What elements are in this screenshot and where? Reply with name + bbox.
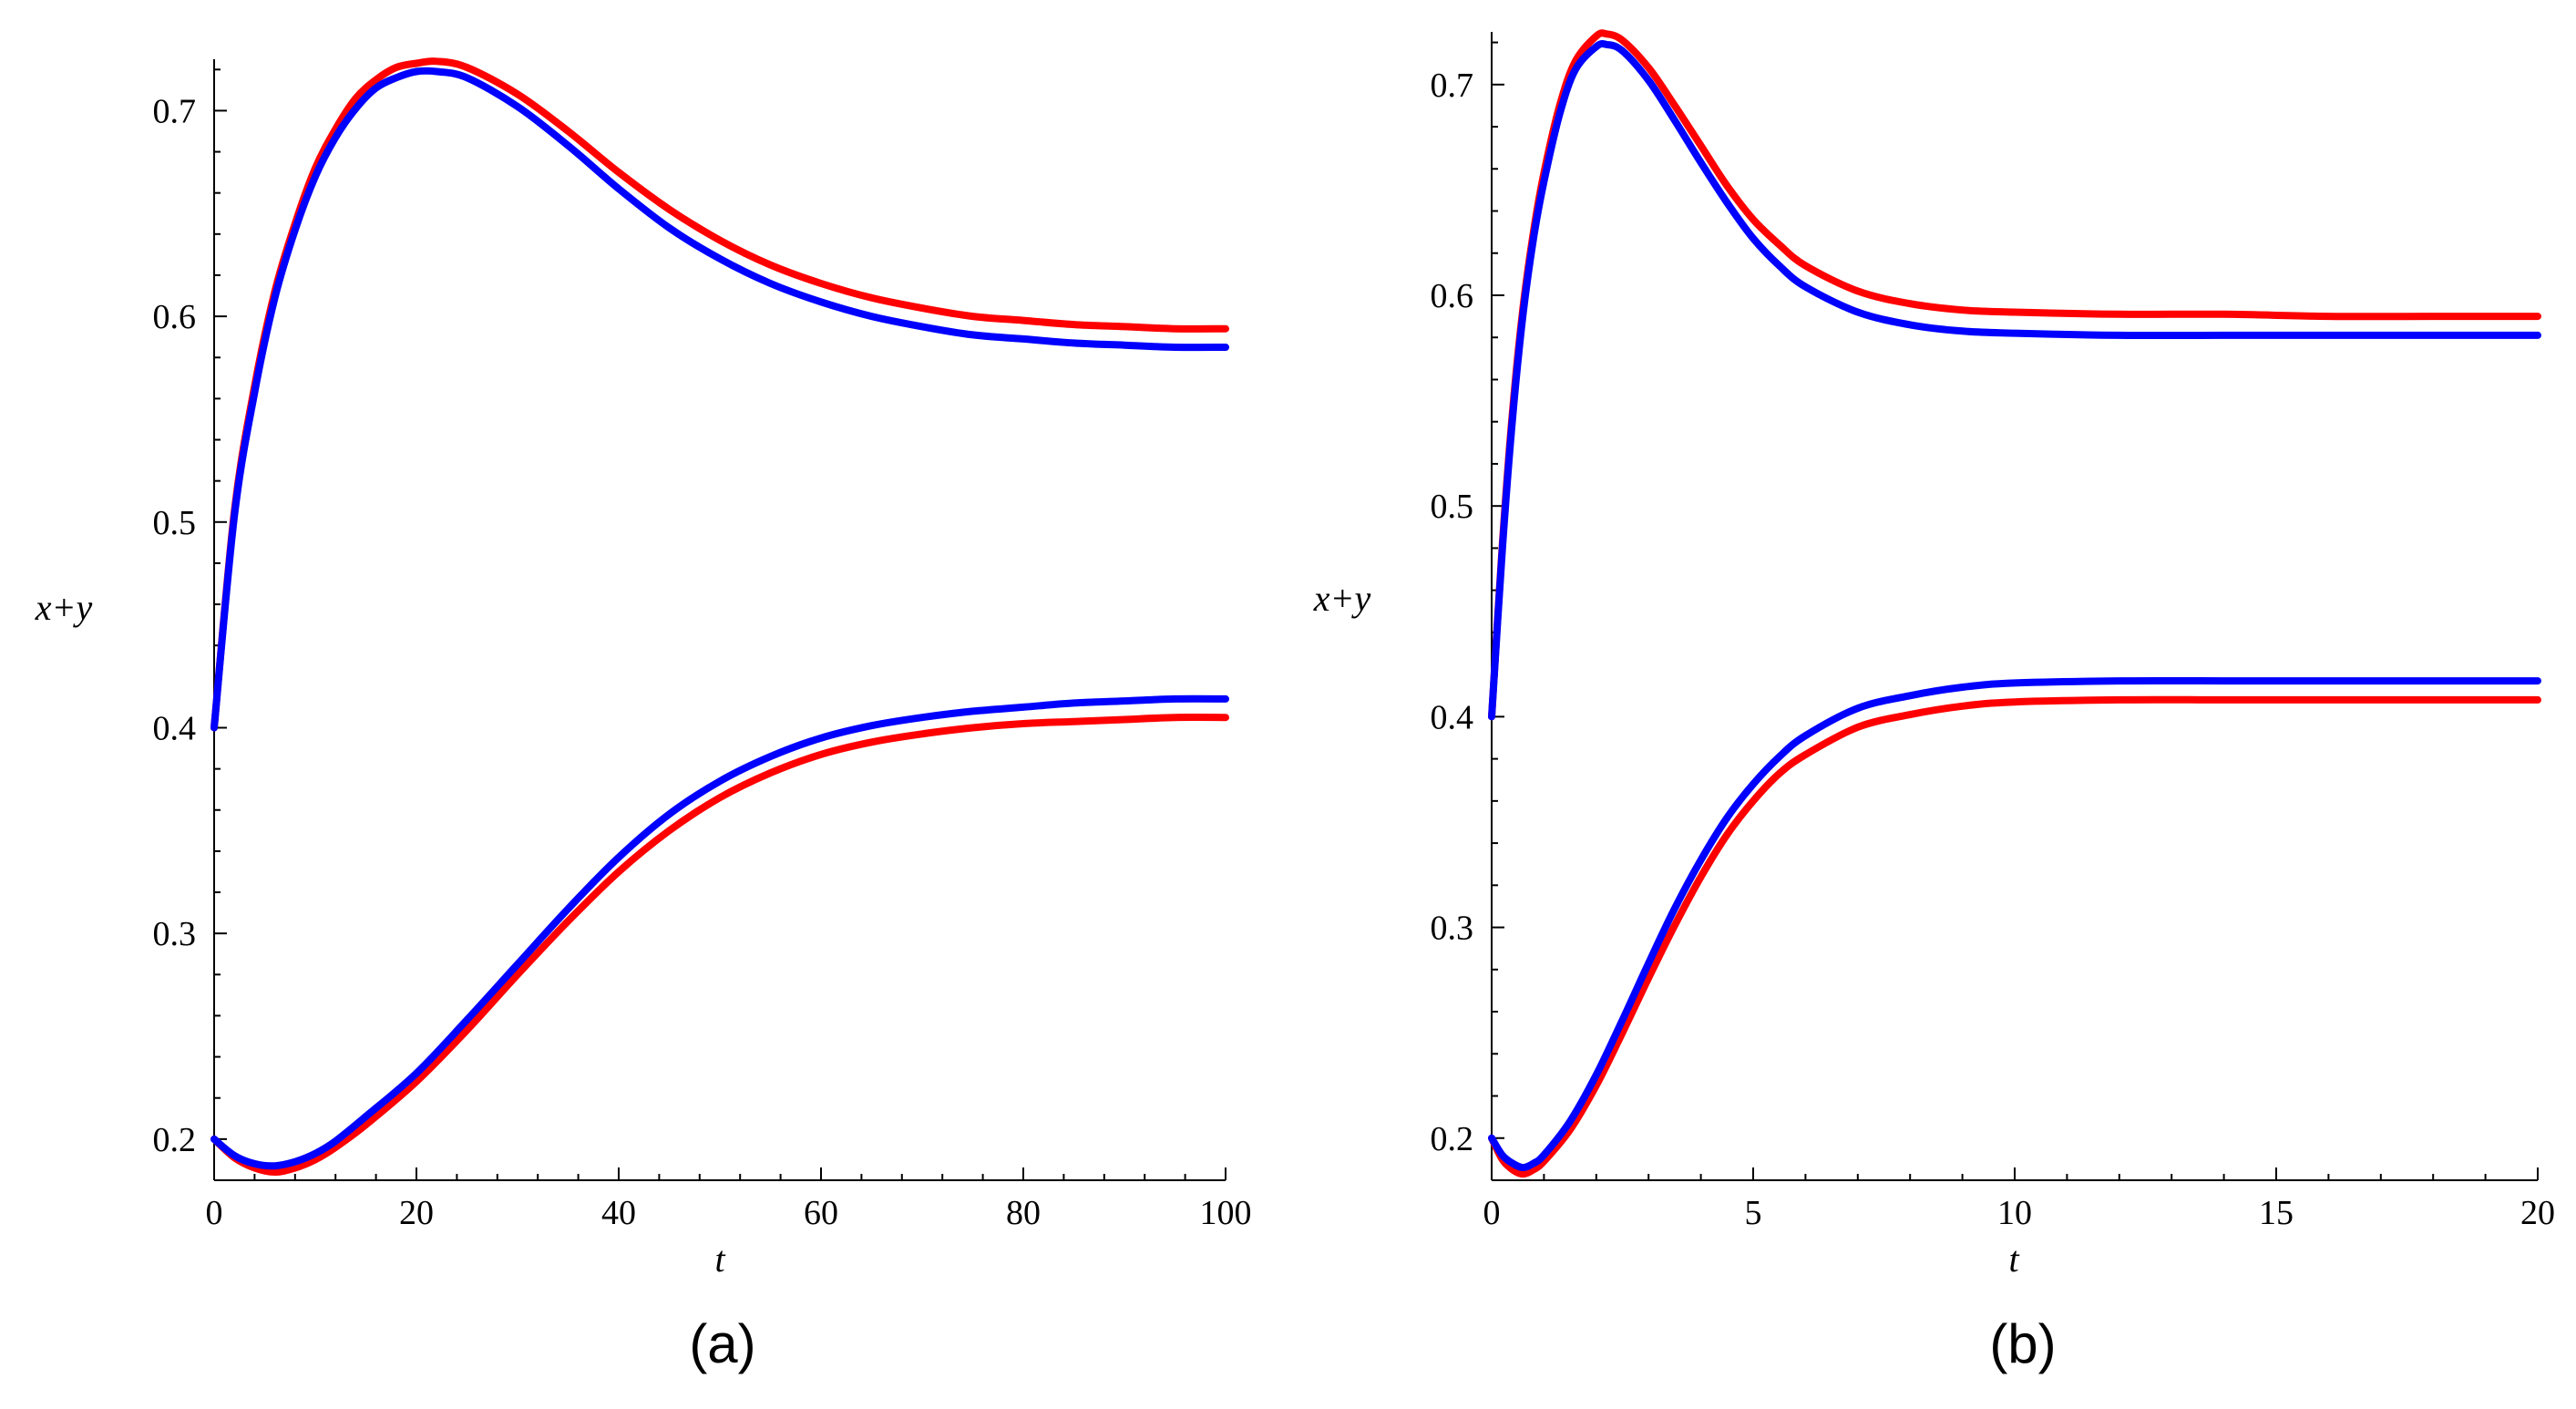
x-tick-label: 20	[399, 1194, 434, 1232]
x-tick-label: 5	[1745, 1194, 1762, 1232]
y-tick-label: 0.2	[1431, 1120, 1474, 1158]
x-tick-label: 15	[2259, 1194, 2294, 1232]
panel-label: (b)	[1989, 1313, 2056, 1374]
y-axis-title: x+y	[35, 587, 93, 628]
x-tick-label: 100	[1200, 1194, 1252, 1232]
x-tick-label: 0	[1483, 1194, 1501, 1232]
series-upper-red	[1488, 29, 2541, 721]
series-lower-blue	[210, 694, 1229, 1170]
series-lower-blue	[1488, 676, 2541, 1172]
y-tick-label: 0.4	[1431, 698, 1474, 736]
x-axis-title: t	[714, 1239, 725, 1280]
x-tick-label: 20	[2520, 1194, 2555, 1232]
y-tick-label: 0.7	[1431, 67, 1474, 105]
y-tick-label: 0.5	[153, 504, 197, 542]
panel-label: (a)	[689, 1313, 755, 1374]
y-tick-label: 0.3	[153, 915, 197, 953]
series-upper-blue	[210, 67, 1229, 732]
y-axis-title: x+y	[1313, 578, 1371, 619]
series-upper-red	[210, 57, 1229, 732]
y-tick-label: 0.2	[153, 1121, 197, 1159]
y-tick-label: 0.7	[153, 92, 197, 130]
y-tick-label: 0.6	[1431, 277, 1474, 315]
x-tick-label: 80	[1006, 1194, 1041, 1232]
y-tick-label: 0.6	[153, 298, 197, 336]
panel-a: 0 20 40 60 80 100 0.2 0.3 0.4 0.5 0.6 0.7 t x+y (a)	[35, 57, 1252, 1374]
y-tick-label: 0.4	[153, 709, 197, 747]
panel-b: 0 5 10 15 20 0.2 0.3 0.4 0.5 0.6 0.7 t x+y (b)	[1313, 29, 2555, 1374]
y-tick-label: 0.5	[1431, 488, 1474, 526]
x-tick-label: 40	[601, 1194, 636, 1232]
x-tick-label: 10	[1997, 1194, 2032, 1232]
x-tick-label: 60	[804, 1194, 838, 1232]
x-axis-title: t	[2008, 1239, 2019, 1280]
series-lower-red	[1488, 695, 2541, 1178]
x-tick-label: 0	[206, 1194, 223, 1232]
y-tick-label: 0.3	[1431, 910, 1474, 948]
series-lower-red	[210, 714, 1229, 1176]
series-upper-blue	[1488, 40, 2541, 721]
